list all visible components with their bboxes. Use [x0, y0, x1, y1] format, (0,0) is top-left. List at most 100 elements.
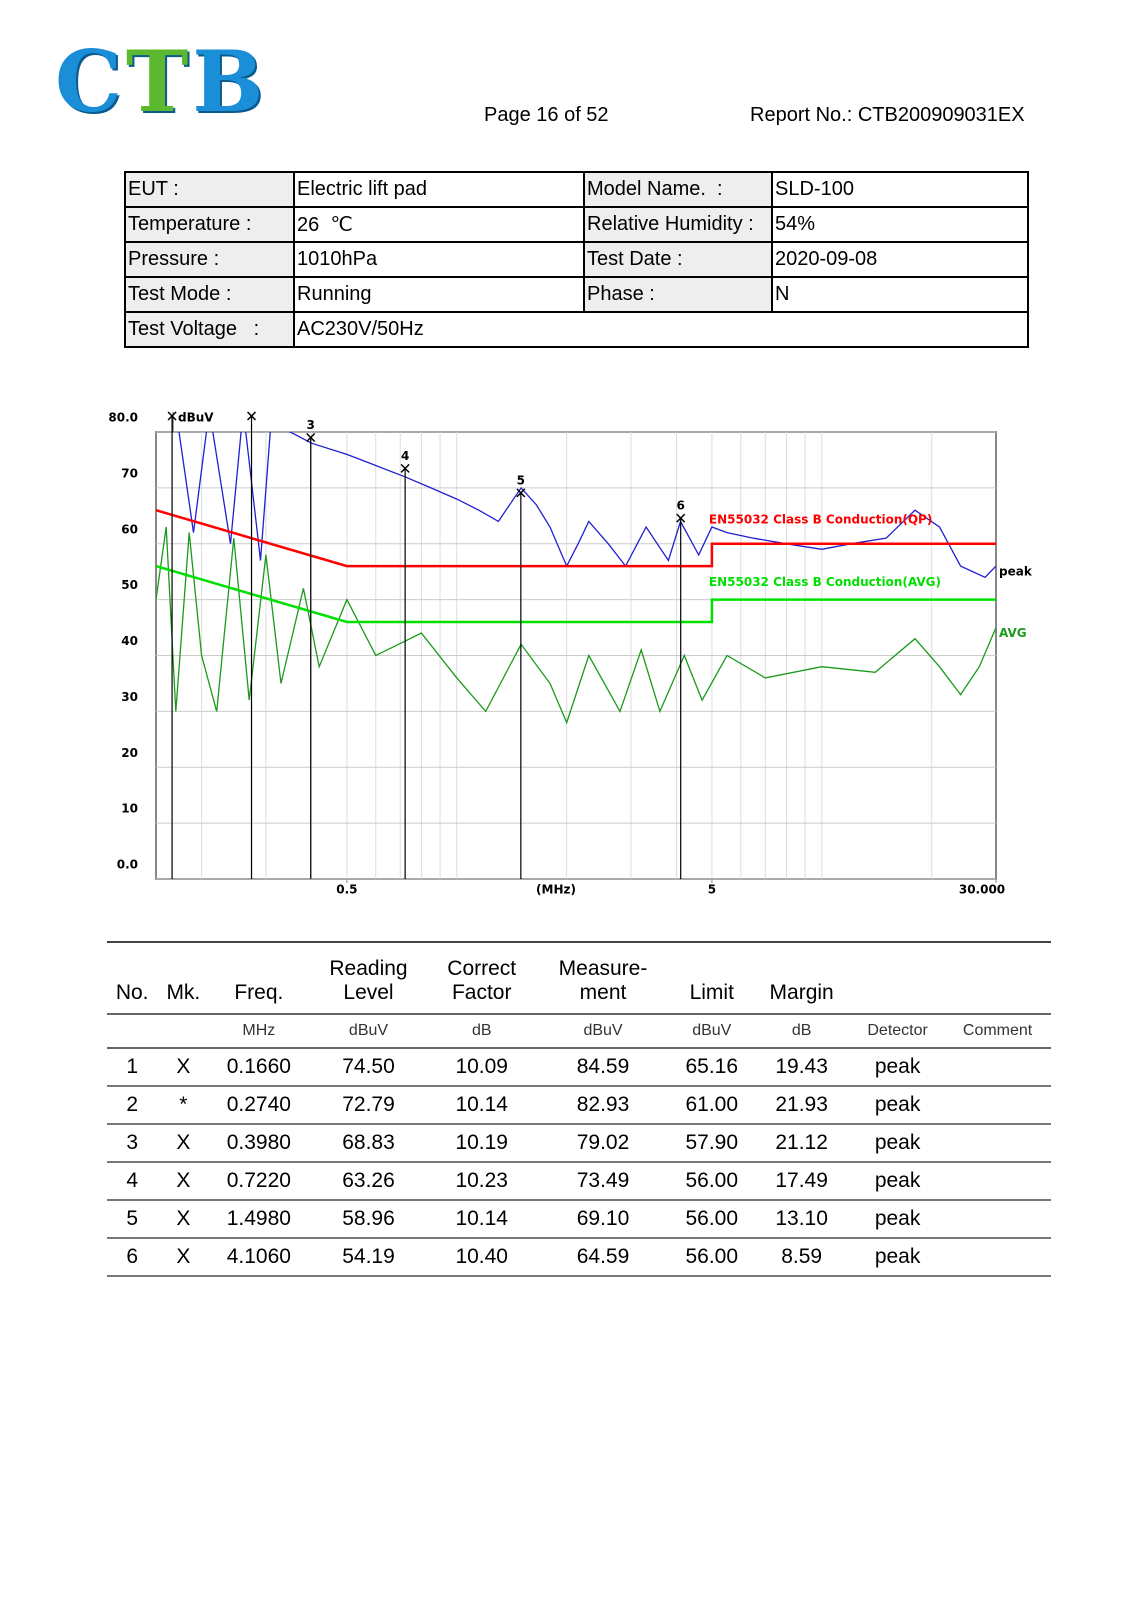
cell: 82.93 — [534, 1086, 672, 1125]
cell: peak — [851, 1086, 945, 1125]
cell: X — [157, 1124, 210, 1163]
data-row: 3 X 0.3980 68.83 10.19 79.02 57.90 21.12 peak — [107, 1124, 1051, 1163]
data-row: 5 X 1.4980 58.96 10.14 69.10 56.00 13.10 peak — [107, 1200, 1051, 1239]
cell: 0.1660 — [209, 1048, 309, 1087]
info-value: 2020-09-08 — [771, 241, 1029, 278]
cell: 2 — [107, 1086, 158, 1125]
data-row: 4 X 0.7220 63.26 10.23 73.49 56.00 17.49 peak — [107, 1162, 1051, 1201]
logo: CTB — [55, 32, 267, 131]
info-value: 54% — [771, 206, 1029, 243]
series-label: EN55032 Class B Conduction(AVG) — [709, 575, 941, 589]
unit-row: MHz dBuV dB dBuV dBuV dB Detector Comment — [107, 1013, 1051, 1049]
column-header: No. — [115, 981, 149, 1004]
spacer — [944, 1200, 1051, 1239]
chart: 0.0 10 20 30 40 50 60 70 80.0 0.5 5 30.000 (MHz) dBuV… — [108, 411, 1033, 897]
cell: 0.7220 — [209, 1162, 309, 1201]
marker-label: 4 — [401, 449, 409, 463]
marker-cross — [167, 411, 177, 421]
cell: 10.09 — [428, 1048, 535, 1087]
cell: peak — [851, 1048, 945, 1087]
info-value: 26 ℃ — [293, 206, 585, 243]
cell: 4 — [107, 1162, 158, 1201]
cell: 10.23 — [428, 1162, 535, 1201]
cell: 4.1060 — [209, 1238, 309, 1277]
column-header: Mk. — [166, 981, 201, 1004]
info-label: EUT : — [124, 171, 295, 208]
unit-header: Detector — [851, 1013, 945, 1049]
cell: 79.02 — [534, 1124, 672, 1163]
spacer — [851, 942, 944, 1014]
info-label: Test Voltage : — [124, 311, 295, 348]
cell: 56.00 — [671, 1238, 753, 1277]
page-number: Page 16 of 52 — [484, 104, 609, 126]
cell: peak — [851, 1238, 945, 1277]
marker-cross — [516, 488, 526, 498]
info-value: Electric lift pad — [293, 171, 585, 208]
cell: 8.59 — [752, 1238, 852, 1277]
info-label: Relative Humidity : — [583, 206, 773, 243]
cell: 10.40 — [428, 1238, 535, 1277]
y-tick-label: 0.0 — [117, 858, 138, 872]
unit-header: dBuV — [534, 1013, 672, 1049]
spacer — [944, 1162, 1051, 1201]
marker-cross — [676, 513, 686, 523]
series-line — [156, 564, 996, 624]
cell: 54.19 — [308, 1238, 429, 1277]
info-value: SLD-100 — [771, 171, 1029, 208]
column-header: Correct Factor — [447, 957, 517, 1004]
cell: 6 — [107, 1238, 158, 1277]
info-row: Temperature :26 ℃ Relative Humidity :54% — [124, 206, 1029, 243]
cell: X — [157, 1162, 210, 1201]
series-label: EN55032 Class B Conduction(QP) — [709, 512, 932, 526]
cell: 10.14 — [428, 1200, 535, 1239]
cell: 0.2740 — [209, 1086, 309, 1125]
y-tick-label: 20 — [121, 746, 138, 760]
unit-header: dBuV — [308, 1013, 429, 1049]
y-tick-label: 50 — [121, 578, 138, 592]
info-label: Test Mode : — [124, 276, 295, 313]
cell: 5 — [107, 1200, 158, 1239]
cell: peak — [851, 1124, 945, 1163]
column-header: Measure- ment — [558, 957, 648, 1004]
y-tick-label: 10 — [121, 802, 138, 816]
spacer — [944, 1048, 1051, 1087]
spacer — [944, 942, 1051, 1014]
logo-letter: C — [55, 32, 126, 131]
marker-cross — [306, 432, 316, 443]
cell: 56.00 — [671, 1200, 753, 1239]
info-label: Test Date : — [583, 241, 773, 278]
info-row: Test Mode : Running Phase :N — [124, 276, 1029, 313]
x-tick-label: 30.000 — [959, 883, 1005, 897]
x-tick-label: 0.5 — [336, 883, 357, 897]
info-value: N — [771, 276, 1029, 313]
cell: 13.10 — [752, 1200, 852, 1239]
series-label: peak — [999, 565, 1033, 579]
cell: 72.79 — [308, 1086, 429, 1125]
cell: 19.43 — [752, 1048, 852, 1087]
cell: 10.19 — [428, 1124, 535, 1163]
info-value: Running — [293, 276, 585, 313]
column-header: Reading Level — [329, 957, 408, 1004]
column-header: Margin — [769, 981, 834, 1004]
info-row: EUT : Electric lift pad Model Name. : SLD-1… — [124, 171, 1029, 208]
info-label: Pressure : — [124, 241, 295, 278]
cell: 58.96 — [308, 1200, 429, 1239]
cell: 1.4980 — [209, 1200, 309, 1239]
cell: 3 — [107, 1124, 158, 1163]
data-row: 1 X 0.1660 74.50 10.09 84.59 65.16 19.43 peak — [107, 1048, 1051, 1087]
unit-header: dBuV — [671, 1013, 753, 1049]
data-row: 2 * 0.2740 72.79 10.14 82.93 61.00 21.93 peak — [107, 1086, 1051, 1125]
info-value: AC230V/50Hz — [293, 311, 1029, 348]
info-row: Pressure :1010hPa Test Date :2020-09-08 — [124, 241, 1029, 278]
data-row: 6 X 4.1060 54.19 10.40 64.59 56.00 8.59 peak — [107, 1238, 1051, 1277]
info-label: Phase : — [583, 276, 773, 313]
cell: 0.3980 — [209, 1124, 309, 1163]
cell: * — [157, 1086, 210, 1125]
report-number: Report No.: CTB200909031EX — [750, 104, 1025, 126]
cell: 84.59 — [534, 1048, 672, 1087]
series-line — [156, 509, 996, 568]
marker-cross — [400, 463, 410, 473]
marker-label: 5 — [517, 473, 525, 487]
cell: 73.49 — [534, 1162, 672, 1201]
y-tick-label: 40 — [121, 634, 138, 648]
